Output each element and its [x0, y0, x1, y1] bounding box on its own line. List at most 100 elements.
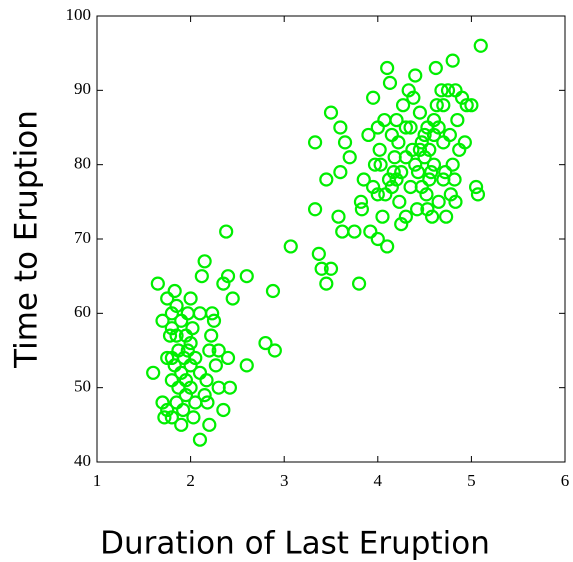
point [377, 112, 392, 128]
y-tick-label: 80 [74, 154, 91, 173]
x-tick-label: 4 [374, 471, 383, 490]
point [337, 135, 353, 150]
point [436, 98, 451, 113]
point [424, 209, 440, 224]
point [442, 127, 457, 143]
point [160, 350, 175, 366]
point [216, 402, 231, 418]
point [331, 209, 346, 224]
point [436, 135, 451, 150]
point [414, 179, 429, 195]
point [426, 127, 442, 143]
point [375, 209, 390, 224]
point [183, 291, 198, 306]
point [174, 417, 189, 432]
point [464, 98, 479, 113]
point [389, 172, 404, 187]
plot-frame [96, 15, 566, 463]
y-tick-label: 60 [74, 302, 91, 321]
point [391, 135, 406, 150]
point [180, 306, 195, 321]
point [366, 179, 381, 195]
point [333, 165, 348, 180]
point [169, 328, 184, 343]
point [370, 231, 385, 247]
point [174, 365, 189, 380]
point [164, 306, 179, 321]
point [354, 202, 369, 217]
point [319, 172, 334, 187]
point [386, 165, 401, 180]
point [417, 127, 432, 143]
point [176, 402, 191, 418]
point [167, 283, 182, 299]
point [403, 120, 418, 135]
point [414, 135, 429, 150]
point [200, 395, 215, 410]
x-tick-label: 1 [93, 471, 102, 490]
point [178, 388, 194, 403]
point [392, 194, 407, 209]
point [468, 179, 484, 195]
point [361, 127, 376, 143]
point [220, 350, 236, 366]
point [372, 142, 387, 157]
point [417, 150, 432, 165]
point [459, 98, 474, 113]
point [408, 157, 423, 172]
y-tick-label: 70 [74, 228, 91, 247]
x-tick-label: 5 [467, 471, 476, 490]
point [183, 380, 198, 395]
point [192, 432, 208, 447]
point [208, 358, 223, 373]
point [183, 335, 198, 351]
point [424, 165, 439, 180]
point [183, 358, 198, 373]
point [440, 83, 456, 98]
point [319, 276, 334, 291]
point [323, 105, 339, 120]
point [389, 112, 404, 128]
point [171, 380, 186, 395]
point [426, 112, 442, 128]
point [188, 395, 203, 410]
point [333, 120, 348, 135]
point [448, 83, 463, 98]
point [188, 350, 203, 366]
point [450, 112, 465, 128]
point [353, 194, 369, 209]
point [199, 373, 214, 388]
point [398, 150, 413, 165]
point [431, 194, 446, 209]
point [382, 75, 398, 91]
point [408, 68, 423, 83]
point [436, 172, 451, 187]
point [370, 187, 385, 202]
point [180, 343, 195, 358]
point [366, 90, 381, 105]
point [220, 269, 236, 284]
point [422, 142, 437, 157]
point [192, 365, 208, 380]
point [155, 313, 170, 328]
point [239, 269, 254, 284]
point [420, 202, 435, 217]
point [457, 135, 472, 150]
point [323, 261, 339, 276]
point [428, 60, 443, 76]
point [370, 120, 385, 135]
point [380, 60, 395, 76]
point [202, 417, 217, 432]
point [155, 395, 170, 410]
point [211, 343, 226, 358]
point [439, 209, 454, 224]
point [283, 239, 298, 254]
point [438, 165, 453, 180]
point [164, 410, 179, 425]
point [473, 38, 488, 53]
point [419, 187, 434, 202]
x-axis-label: Duration of Last Eruption [100, 526, 490, 562]
point [160, 402, 175, 418]
point [267, 343, 282, 358]
